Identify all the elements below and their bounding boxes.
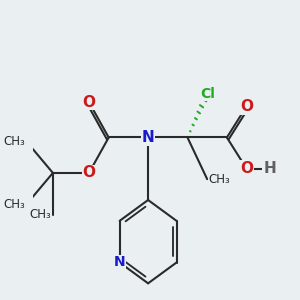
Text: CH₃: CH₃: [209, 173, 231, 186]
Text: O: O: [240, 161, 253, 176]
Text: N: N: [114, 256, 125, 269]
Text: CH₃: CH₃: [3, 198, 25, 211]
Text: O: O: [82, 165, 95, 180]
Text: CH₃: CH₃: [3, 135, 25, 148]
Text: H: H: [263, 161, 276, 176]
Text: O: O: [82, 94, 95, 110]
Text: O: O: [240, 99, 253, 114]
Text: N: N: [142, 130, 154, 145]
Text: Cl: Cl: [200, 87, 214, 101]
Text: CH₃: CH₃: [29, 208, 51, 221]
